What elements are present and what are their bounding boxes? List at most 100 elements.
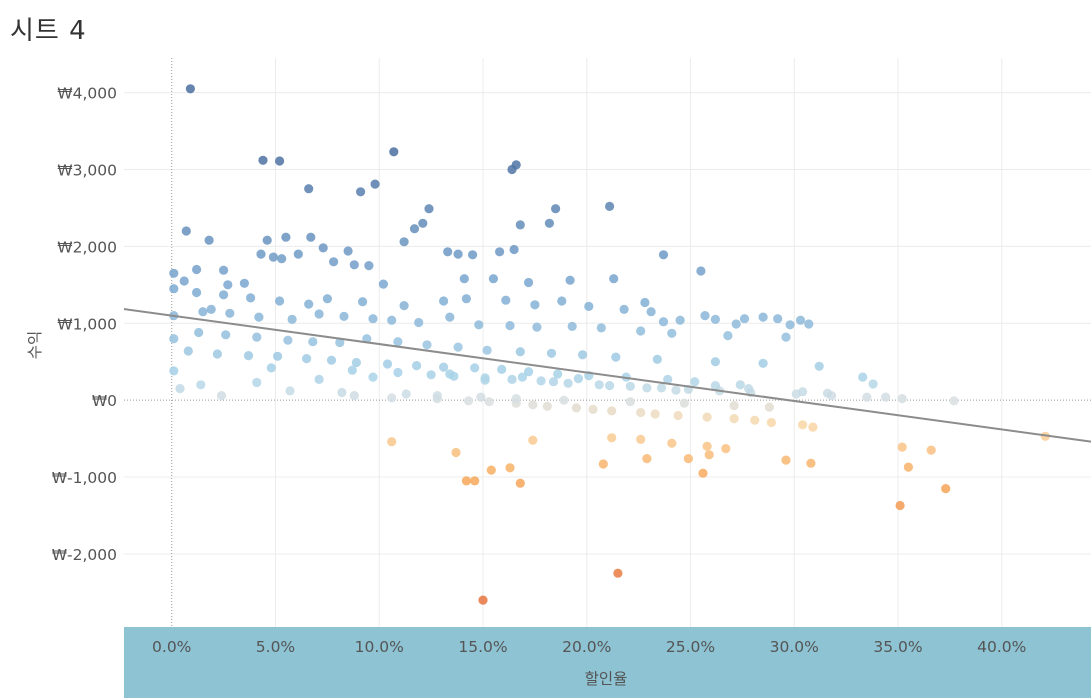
- data-point[interactable]: [646, 307, 656, 317]
- data-point[interactable]: [588, 404, 598, 414]
- data-point[interactable]: [399, 301, 409, 311]
- data-point[interactable]: [339, 311, 349, 321]
- data-point[interactable]: [283, 335, 293, 345]
- data-point[interactable]: [625, 397, 635, 407]
- data-point[interactable]: [181, 226, 191, 236]
- data-point[interactable]: [642, 454, 652, 464]
- data-point[interactable]: [358, 297, 368, 307]
- data-point[interactable]: [414, 317, 424, 328]
- data-point[interactable]: [169, 284, 179, 294]
- data-point[interactable]: [926, 445, 936, 455]
- data-point[interactable]: [573, 374, 584, 384]
- data-point[interactable]: [524, 367, 534, 377]
- data-point[interactable]: [897, 442, 907, 452]
- data-point[interactable]: [868, 379, 878, 389]
- data-point[interactable]: [598, 459, 608, 469]
- data-point[interactable]: [658, 317, 669, 327]
- data-point[interactable]: [443, 247, 453, 257]
- data-point[interactable]: [368, 314, 378, 324]
- data-point[interactable]: [607, 406, 617, 416]
- data-point[interactable]: [468, 250, 478, 260]
- data-point[interactable]: [221, 330, 231, 340]
- data-point[interactable]: [710, 314, 721, 324]
- data-point[interactable]: [739, 314, 750, 324]
- data-point[interactable]: [858, 372, 868, 382]
- data-point[interactable]: [515, 347, 525, 357]
- data-point[interactable]: [515, 478, 525, 488]
- data-point[interactable]: [795, 315, 806, 325]
- data-point[interactable]: [225, 308, 235, 318]
- data-point[interactable]: [881, 392, 891, 402]
- data-point[interactable]: [370, 179, 380, 189]
- data-point[interactable]: [243, 351, 254, 361]
- data-point[interactable]: [781, 332, 791, 342]
- data-point[interactable]: [495, 247, 505, 257]
- data-point[interactable]: [949, 396, 959, 406]
- data-point[interactable]: [596, 323, 606, 333]
- data-point[interactable]: [557, 296, 567, 306]
- data-point[interactable]: [488, 274, 498, 284]
- data-point[interactable]: [424, 204, 434, 214]
- data-point[interactable]: [482, 345, 492, 355]
- data-point[interactable]: [362, 334, 372, 344]
- data-point[interactable]: [563, 378, 573, 388]
- data-point[interactable]: [702, 412, 712, 422]
- data-point[interactable]: [412, 361, 422, 371]
- data-point[interactable]: [393, 337, 403, 347]
- data-point[interactable]: [511, 160, 521, 170]
- data-point[interactable]: [636, 407, 646, 418]
- data-point[interactable]: [206, 304, 216, 314]
- data-point[interactable]: [343, 246, 353, 256]
- data-point[interactable]: [179, 276, 189, 286]
- data-point[interactable]: [773, 314, 783, 324]
- data-point[interactable]: [524, 277, 534, 288]
- data-point[interactable]: [903, 462, 914, 472]
- data-point[interactable]: [364, 261, 374, 271]
- data-point[interactable]: [192, 264, 202, 275]
- data-point[interactable]: [636, 326, 646, 336]
- data-point[interactable]: [329, 257, 339, 267]
- data-point[interactable]: [254, 312, 264, 322]
- data-point[interactable]: [671, 385, 681, 395]
- data-point[interactable]: [548, 377, 559, 387]
- data-point[interactable]: [721, 444, 731, 454]
- data-point[interactable]: [204, 235, 214, 245]
- data-point[interactable]: [625, 381, 635, 391]
- data-point[interactable]: [511, 394, 521, 404]
- data-point[interactable]: [702, 441, 712, 451]
- data-point[interactable]: [636, 434, 646, 444]
- data-point[interactable]: [667, 438, 677, 448]
- data-point[interactable]: [806, 458, 816, 468]
- data-point[interactable]: [393, 367, 403, 378]
- data-point[interactable]: [399, 237, 409, 247]
- data-point[interactable]: [785, 320, 795, 330]
- data-point[interactable]: [219, 265, 229, 275]
- data-point[interactable]: [505, 321, 515, 331]
- data-point[interactable]: [378, 279, 388, 289]
- data-point[interactable]: [486, 465, 496, 475]
- data-point[interactable]: [439, 362, 449, 372]
- data-point[interactable]: [169, 366, 179, 376]
- data-point[interactable]: [470, 476, 480, 486]
- data-point[interactable]: [758, 312, 768, 322]
- data-point[interactable]: [474, 320, 484, 330]
- data-point[interactable]: [194, 327, 204, 338]
- data-point[interactable]: [401, 389, 411, 399]
- data-point[interactable]: [609, 274, 619, 284]
- data-point[interactable]: [389, 147, 399, 157]
- data-point[interactable]: [368, 372, 378, 382]
- data-point[interactable]: [337, 387, 347, 398]
- data-point[interactable]: [723, 331, 733, 341]
- data-point[interactable]: [750, 415, 760, 425]
- data-point[interactable]: [169, 268, 179, 278]
- data-point[interactable]: [268, 252, 278, 262]
- data-point[interactable]: [246, 293, 256, 303]
- data-point[interactable]: [652, 354, 662, 364]
- data-point[interactable]: [528, 400, 538, 410]
- data-point[interactable]: [484, 397, 494, 407]
- data-point[interactable]: [387, 315, 397, 325]
- data-point[interactable]: [314, 309, 324, 319]
- data-point[interactable]: [196, 380, 206, 390]
- data-point[interactable]: [862, 392, 872, 402]
- data-point[interactable]: [497, 364, 507, 374]
